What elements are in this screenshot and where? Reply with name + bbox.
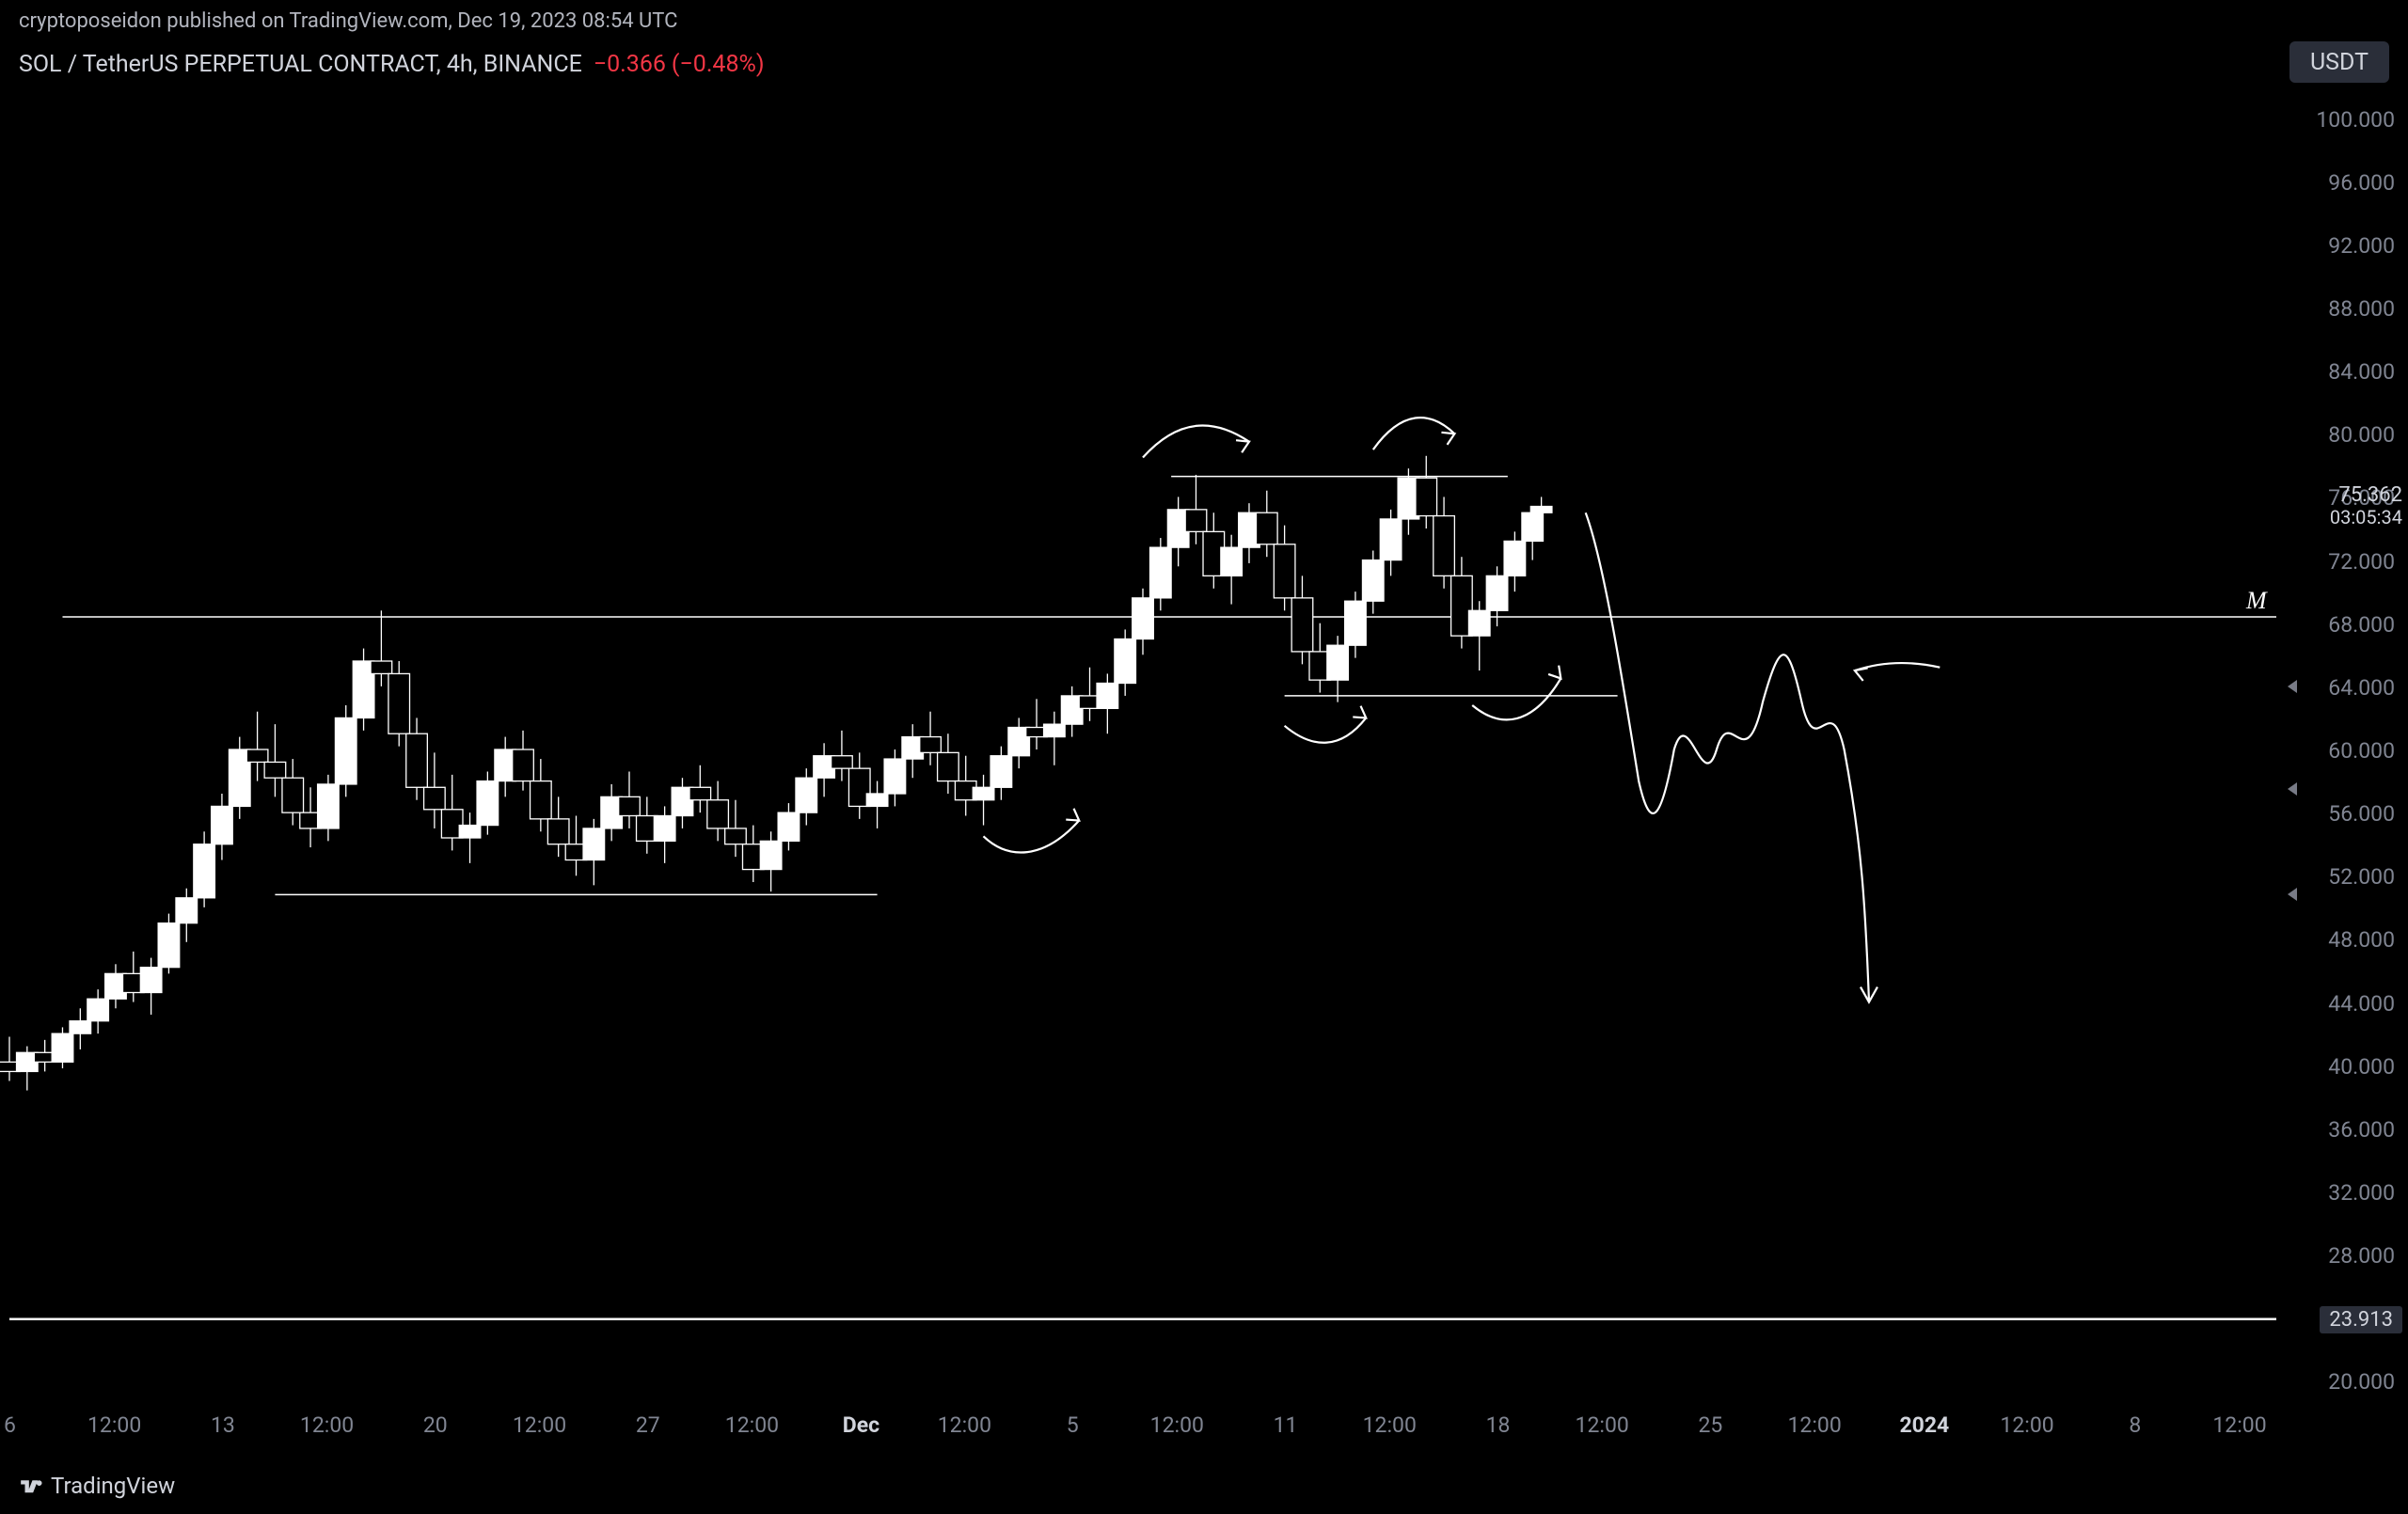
x-tick: 8	[2129, 1412, 2141, 1438]
y-tick: 100.000	[2316, 107, 2395, 133]
y-tick: 20.000	[2328, 1369, 2395, 1395]
y-tick: 72.000	[2328, 549, 2395, 575]
y-tick: 52.000	[2328, 864, 2395, 890]
footer: TradingView	[0, 1458, 2408, 1514]
y-tick: 28.000	[2328, 1243, 2395, 1269]
x-tick: 2024	[1899, 1412, 1949, 1438]
y-axis[interactable]: 100.00096.00092.00088.00084.00080.00076.…	[2286, 87, 2408, 1412]
y-tick: 64.000	[2328, 675, 2395, 701]
x-tick: 6	[4, 1412, 16, 1438]
x-tick: 20	[423, 1412, 448, 1438]
publish-header: cryptoposeidon published on TradingView.…	[0, 0, 2408, 41]
m-label: M	[2246, 587, 2267, 615]
x-tick: 12:00	[1576, 1412, 1629, 1438]
y-tick: 96.000	[2328, 170, 2395, 196]
y-tick: 60.000	[2328, 738, 2395, 764]
x-tick: 25	[1699, 1412, 1723, 1438]
y-marker-icon	[2288, 680, 2297, 693]
x-tick: 18	[1486, 1412, 1511, 1438]
footer-brand: TradingView	[51, 1473, 175, 1499]
y-tick: 84.000	[2328, 359, 2395, 385]
y-box-low: 23.913	[2320, 1306, 2402, 1333]
symbol-info-bar: SOL / TetherUS PERPETUAL CONTRACT, 4h, B…	[0, 41, 2408, 87]
x-tick: 5	[1067, 1412, 1079, 1438]
x-tick: Dec	[843, 1412, 879, 1438]
symbol-line[interactable]: SOL / TetherUS PERPETUAL CONTRACT, 4h, B…	[19, 51, 582, 78]
y-tick: 32.000	[2328, 1180, 2395, 1206]
y-tick: 44.000	[2328, 991, 2395, 1017]
y-tick: 56.000	[2328, 801, 2395, 827]
y-tick: 92.000	[2328, 233, 2395, 259]
y-marker-icon	[2288, 888, 2297, 901]
x-tick: 12:00	[1150, 1412, 1204, 1438]
change-pct: (−0.48%)	[672, 51, 765, 78]
x-tick: 12:00	[1363, 1412, 1417, 1438]
last-price-label: 75.36203:05:34	[2330, 484, 2402, 528]
x-axis[interactable]: 6 12:00 13 12:00 20 12:00 27 12:00 Dec 12:00 5 12:0…	[0, 1403, 2286, 1448]
x-tick: 13	[211, 1412, 235, 1438]
x-tick: 11	[1274, 1412, 1298, 1438]
y-tick: 40.000	[2328, 1054, 2395, 1080]
y-tick: 88.000	[2328, 296, 2395, 322]
x-tick: 12:00	[87, 1412, 141, 1438]
y-tick: 48.000	[2328, 927, 2395, 953]
x-tick: 12:00	[938, 1412, 991, 1438]
x-tick: 12:00	[513, 1412, 566, 1438]
x-tick: 27	[636, 1412, 660, 1438]
x-tick: 12:00	[2212, 1412, 2266, 1438]
publish-text: cryptoposeidon published on TradingView.…	[19, 9, 677, 33]
x-tick: 12:00	[300, 1412, 354, 1438]
y-tick: 80.000	[2328, 422, 2395, 448]
currency-button[interactable]: USDT	[2289, 41, 2389, 83]
x-tick: 12:00	[2000, 1412, 2053, 1438]
y-tick: 68.000	[2328, 612, 2395, 638]
y-tick: 36.000	[2328, 1117, 2395, 1143]
y-marker-icon	[2288, 782, 2297, 796]
change-abs: −0.366	[594, 51, 666, 78]
x-tick: 12:00	[1787, 1412, 1841, 1438]
tradingview-logo-icon	[19, 1474, 43, 1498]
price-chart[interactable]	[0, 87, 2286, 1412]
x-tick: 12:00	[725, 1412, 779, 1438]
